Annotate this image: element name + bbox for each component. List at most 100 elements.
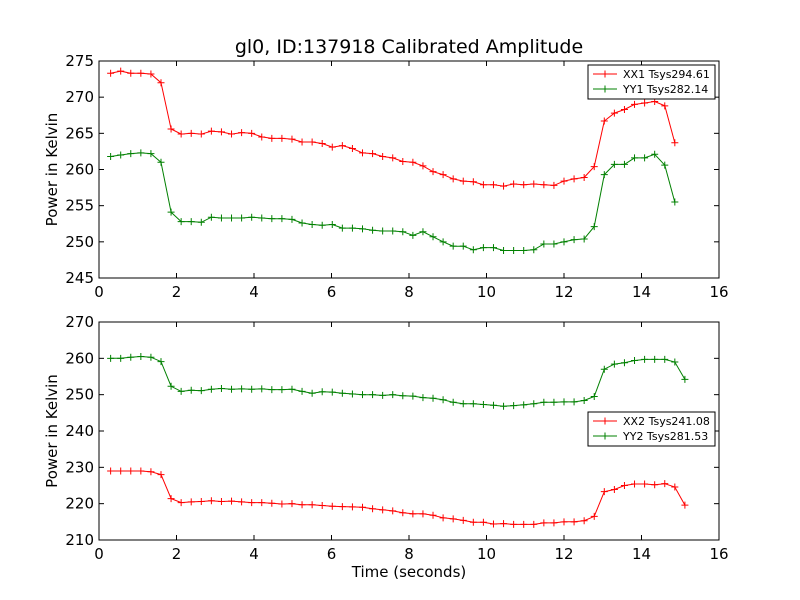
data-point [399, 228, 407, 236]
data-point [409, 392, 417, 400]
data-point [107, 69, 115, 77]
data-point [449, 398, 457, 406]
data-point [651, 150, 659, 158]
data-point [631, 480, 639, 488]
data-point [207, 497, 215, 505]
data-point [248, 499, 256, 507]
data-point [419, 510, 427, 518]
data-point [328, 502, 336, 510]
data-point [207, 127, 215, 135]
data-point [510, 402, 518, 410]
data-point [268, 386, 276, 394]
data-point [429, 394, 437, 402]
data-point [217, 497, 225, 505]
data-point [318, 501, 326, 509]
data-point [651, 355, 659, 363]
data-point [217, 214, 225, 222]
data-point [379, 391, 387, 399]
data-point [500, 247, 508, 255]
data-point [631, 357, 639, 365]
y-axis-label: Power in Kelvin [43, 113, 61, 227]
data-point [177, 218, 185, 226]
y-tick-label: 255 [65, 197, 94, 215]
data-point [489, 520, 497, 528]
data-point [268, 499, 276, 507]
data-point [177, 387, 185, 395]
data-point [479, 181, 487, 189]
data-point [278, 386, 286, 394]
data-point [338, 224, 346, 232]
y-tick-label: 220 [65, 495, 94, 513]
data-point [258, 385, 266, 393]
data-point [560, 518, 568, 526]
data-point [127, 150, 135, 158]
data-point [369, 226, 377, 234]
data-point [671, 198, 679, 206]
data-point [520, 401, 528, 409]
data-point [590, 392, 598, 400]
data-point [278, 500, 286, 508]
data-point [681, 375, 689, 383]
data-point [641, 154, 649, 162]
data-point [348, 390, 356, 398]
data-point [409, 231, 417, 239]
data-point [268, 215, 276, 223]
data-point [600, 171, 608, 179]
data-point [600, 488, 608, 496]
y-tick-label: 245 [65, 269, 94, 287]
data-point [187, 386, 195, 394]
data-point [137, 69, 145, 77]
data-point [338, 503, 346, 511]
data-point [187, 129, 195, 137]
data-point [369, 391, 377, 399]
data-point [510, 180, 518, 188]
y-tick-label: 260 [65, 161, 94, 179]
data-point [479, 400, 487, 408]
data-point [631, 100, 639, 108]
x-tick-label: 10 [477, 545, 496, 563]
data-point [661, 161, 669, 169]
data-point [328, 388, 336, 396]
data-point [671, 139, 679, 147]
data-point [207, 213, 215, 221]
data-point [560, 238, 568, 246]
data-point [661, 355, 669, 363]
data-point [479, 518, 487, 526]
data-point [540, 519, 548, 527]
x-tick-label: 2 [172, 283, 182, 301]
data-point [328, 143, 336, 151]
data-point [550, 240, 558, 248]
data-point [298, 138, 306, 146]
x-tick-label: 4 [249, 283, 259, 301]
data-point [681, 501, 689, 509]
data-point [238, 498, 246, 506]
data-point [409, 510, 417, 518]
data-point [651, 481, 659, 489]
legend-marker [601, 85, 609, 93]
data-point [580, 396, 588, 404]
data-point [570, 518, 578, 526]
x-tick-label: 2 [172, 545, 182, 563]
data-point [459, 400, 467, 408]
data-point [359, 503, 366, 511]
data-point [127, 467, 135, 475]
data-point [258, 133, 266, 141]
data-point [177, 130, 185, 138]
data-point [318, 139, 326, 147]
data-point [429, 168, 437, 176]
data-point [288, 385, 296, 393]
data-point [540, 398, 548, 406]
data-point [489, 244, 497, 252]
data-point [167, 208, 175, 216]
data-point [510, 520, 518, 528]
data-point [217, 384, 225, 392]
x-tick-label: 8 [404, 283, 414, 301]
data-point [419, 394, 427, 402]
data-point [228, 214, 236, 222]
data-point [600, 365, 608, 373]
legend-box [587, 64, 716, 100]
data-point [429, 233, 437, 241]
data-point [359, 149, 366, 157]
data-point [157, 471, 165, 479]
